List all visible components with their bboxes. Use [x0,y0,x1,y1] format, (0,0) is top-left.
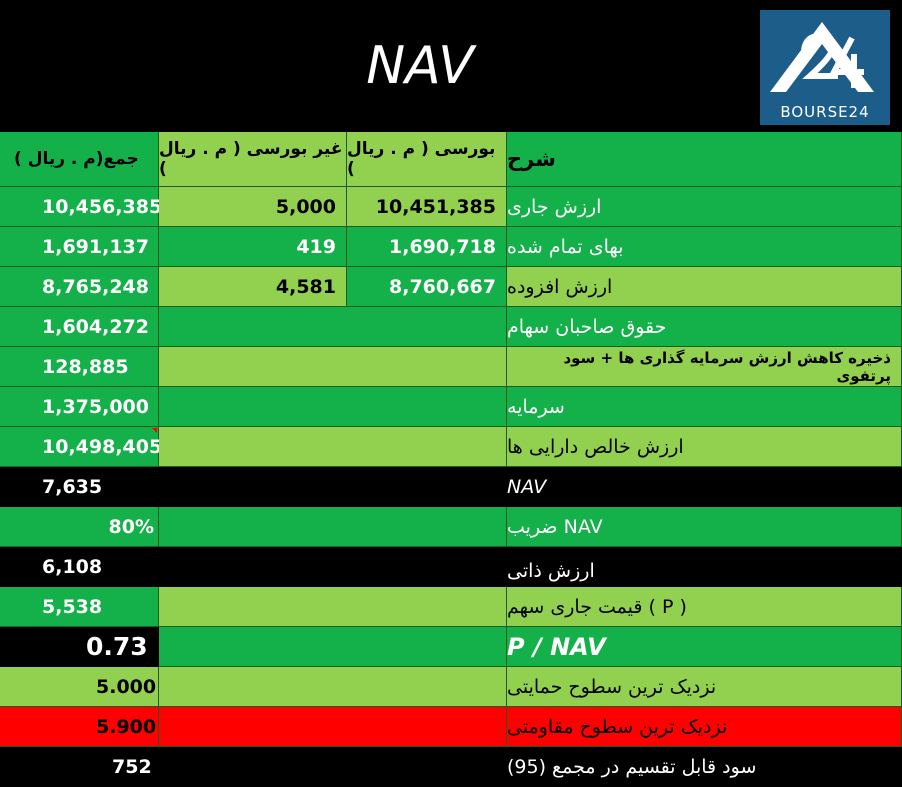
header: NAV BOURSE24 [0,0,902,132]
table-row: 5.900 نزدیک ترین سطوح مقاومتی [0,707,902,747]
non-bourse-cell: 5,000 [159,187,347,227]
empty-cell [159,507,507,547]
empty-cell [159,667,507,707]
total-cell: 10,456,385 [0,187,162,227]
desc-cell: ارزش ذاتی [507,547,902,587]
desc-cell: نزدیک ترین سطوح حمایتی [507,667,902,707]
desc-cell: ( P ) قیمت جاری سهم [507,587,902,627]
non-bourse-cell: 4,581 [159,267,347,307]
logo-text: BOURSE24 [780,103,870,121]
total-cell: 1,691,137 [0,227,159,267]
desc-cell: ارزش جاری [507,187,902,227]
bourse24-logo: BOURSE24 [760,10,890,125]
total-cell: 5,538 [0,587,159,627]
total-cell: 80% [0,507,159,547]
table-row: 10,498,405 ارزش خالص دارایی ها [0,427,902,467]
desc-cell: NAV [507,467,902,507]
desc-cell: NAV ضریب [507,507,902,547]
total-cell: 1,375,000 [0,387,159,427]
table-row: 1,691,137 419 1,690,718 بهای تمام شده [0,227,902,267]
total-cell: 1,604,272 [0,307,159,347]
desc-cell: بهای تمام شده [507,227,902,267]
empty-cell [159,467,507,507]
table-row: 7,635 NAV [0,467,902,507]
table-row: 752 سود قابل تقسیم در مجمع (95) [0,747,902,787]
table-header-row: ( م . ریال)جمع غیر بورسی ( م . ریال ) بو… [0,132,902,187]
header-desc: شرح [507,132,902,187]
total-cell: 752 [0,747,159,787]
desc-cell: ذخیره کاهش ارزش سرمایه گذاری ها + سود پر… [507,347,902,387]
total-cell: 7,635 [0,467,159,507]
empty-cell [159,347,507,387]
empty-cell [159,547,507,587]
header-total: ( م . ریال)جمع [0,132,159,187]
desc-cell: سرمایه [507,387,902,427]
desc-cell: حقوق صاحبان سهام [507,307,902,347]
table-row: 1,604,272 حقوق صاحبان سهام [0,307,902,347]
empty-cell [159,387,507,427]
desc-cell: ارزش خالص دارایی ها [507,427,902,467]
empty-cell [159,707,507,747]
desc-cell: P / NAV [507,627,902,667]
bourse-cell: 10,451,385 [347,187,507,227]
non-bourse-cell: 419 [159,227,347,267]
desc-cell: ارزش افزوده [507,267,902,307]
total-cell: 6,108 [0,547,159,587]
desc-cell: سود قابل تقسیم در مجمع (95) [507,747,902,787]
table-row: 1,375,000 سرمایه [0,387,902,427]
desc-cell: نزدیک ترین سطوح مقاومتی [507,707,902,747]
table-row: 80% NAV ضریب [0,507,902,547]
comment-marker-icon [152,428,157,433]
table-row: 5,538 ( P ) قیمت جاری سهم [0,587,902,627]
total-cell: 8,765,248 [0,267,159,307]
empty-cell [159,427,507,467]
total-value: 10,498,405 [42,435,163,458]
total-cell: 128,885 [0,347,159,387]
table-row: 0.73 P / NAV [0,627,902,667]
table-row: 6,108 ارزش ذاتی [0,547,902,587]
header-bourse: بورسی ( م . ریال ) [347,132,507,187]
bourse-cell: 1,690,718 [347,227,507,267]
total-cell: 5.900 [0,707,159,747]
page-title: NAV [366,36,474,96]
total-cell: 0.73 [0,627,159,667]
header-non-bourse: غیر بورسی ( م . ریال ) [159,132,347,187]
bourse24-logo-icon [770,22,874,92]
table-row: 8,765,248 4,581 8,760,667 ارزش افزوده [0,267,902,307]
empty-cell [159,587,507,627]
empty-cell [159,627,507,667]
total-cell: 10,498,405 [0,427,163,467]
total-cell: 5.000 [0,667,159,707]
table-row: 5.000 نزدیک ترین سطوح حمایتی [0,667,902,707]
table-row: 10,456,385 5,000 10,451,385 ارزش جاری [0,187,902,227]
table-row: 128,885 ذخیره کاهش ارزش سرمایه گذاری ها … [0,347,902,387]
empty-cell [159,747,507,787]
empty-cell [159,307,507,347]
bourse-cell: 8,760,667 [347,267,507,307]
nav-table: ( م . ریال)جمع غیر بورسی ( م . ریال ) بو… [0,132,902,787]
